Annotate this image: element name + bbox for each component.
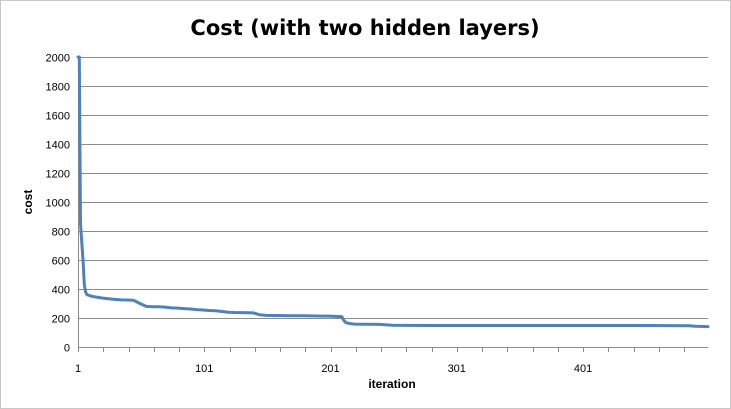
y-tick-label: 0 bbox=[64, 343, 70, 355]
y-tick-label: 1200 bbox=[46, 169, 70, 181]
x-tick-labels: 1 101 201 301 401 bbox=[75, 363, 592, 375]
y-tick-label: 1800 bbox=[46, 82, 70, 94]
series-layer bbox=[76, 55, 710, 329]
y-tick-label: 200 bbox=[52, 314, 70, 326]
y-tick-label: 1000 bbox=[46, 198, 70, 210]
cost-series-line bbox=[76, 55, 710, 329]
y-tick-label: 1400 bbox=[46, 140, 70, 152]
y-axis-label: cost bbox=[21, 190, 35, 215]
x-tick-label: 1 bbox=[75, 363, 81, 375]
y-tick-label: 1600 bbox=[46, 111, 70, 123]
x-axis-label: iteration bbox=[368, 377, 415, 391]
y-tick-label: 600 bbox=[52, 256, 70, 268]
x-tick-label: 301 bbox=[448, 363, 466, 375]
y-tick-label: 400 bbox=[52, 285, 70, 297]
y-tick-labels: 0 200 400 600 800 1000 1200 1400 1600 1800 2000 bbox=[46, 53, 70, 355]
chart-title: Cost (with two hidden layers) bbox=[190, 16, 539, 40]
x-tick-label: 201 bbox=[321, 363, 339, 375]
grid-layer bbox=[78, 57, 708, 319]
x-tick-label: 101 bbox=[195, 363, 213, 375]
y-tick-label: 2000 bbox=[46, 53, 70, 65]
x-tick-label: 401 bbox=[574, 363, 592, 375]
y-tick-label: 800 bbox=[52, 227, 70, 239]
